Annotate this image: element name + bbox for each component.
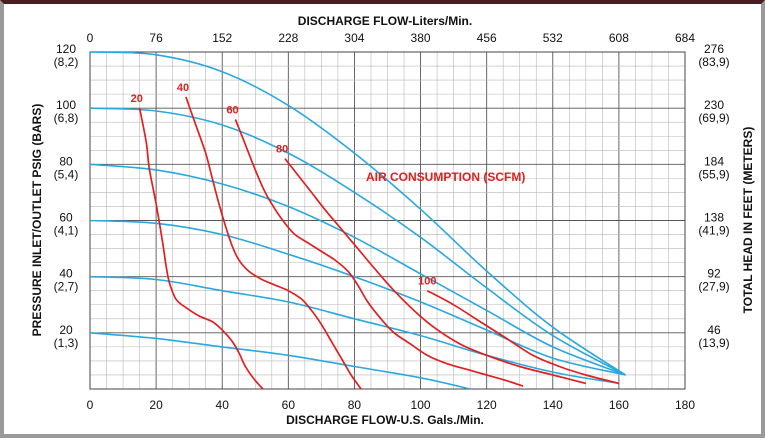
pressure-curve-5 (90, 275, 620, 385)
left-tick-sublabel: (4,1) (54, 224, 79, 238)
bottom-tick-label: 180 (675, 398, 695, 412)
grid (89, 51, 686, 390)
air-curve-60 (234, 119, 524, 388)
top-tick-label: 0 (87, 31, 94, 45)
left-tick-label: 80 (59, 154, 73, 168)
left-tick-sublabel: (1,3) (54, 336, 79, 350)
right-tick-sublabel: (55,9) (698, 167, 729, 181)
chart-svg: 20 40 60 80 100 0 20 40 60 80 100 120 140 160 180 0 76 15… (30, 14, 755, 427)
right-tick-label: 184 (704, 154, 724, 168)
pressure-curve-3 (90, 163, 626, 376)
top-tick-label: 380 (411, 31, 431, 45)
air-curve-40 (185, 96, 362, 389)
right-tick-sublabel: (41,9) (698, 224, 729, 238)
pressure-curve-1 (90, 52, 626, 376)
pressure-curve-2 (90, 107, 626, 376)
right-axis-title: TOTAL HEAD IN FEET (METERS) (741, 127, 755, 314)
top-tick-label: 304 (344, 31, 364, 45)
air-consumption-label: AIR CONSUMPTION (SCFM) (366, 170, 525, 184)
bottom-tick-label: 40 (216, 398, 230, 412)
left-tick-label: 40 (59, 267, 73, 281)
air-curve-label-20: 20 (131, 93, 143, 105)
pressure-curves (90, 52, 626, 389)
top-tick-label: 608 (609, 31, 629, 45)
right-tick-sublabel: (13,9) (698, 336, 729, 350)
tick-labels: 20 40 60 80 100 0 20 40 60 80 100 120 140 160 180 0 76 15… (54, 31, 730, 412)
top-tick-label: 228 (278, 31, 298, 45)
right-tick-label: 46 (707, 323, 721, 337)
air-curve-80 (284, 158, 587, 385)
air-curve-label-60: 60 (226, 104, 238, 116)
top-tick-label: 76 (149, 31, 163, 45)
air-curve-label-80: 80 (276, 144, 288, 156)
pressure-curve-6 (90, 332, 471, 389)
bottom-axis-title: DISCHARGE FLOW-U.S. Gals./Min. (286, 413, 484, 427)
left-tick-label: 100 (56, 98, 76, 112)
right-tick-sublabel: (27,9) (698, 280, 729, 294)
right-tick-label: 138 (704, 211, 724, 225)
top-axis-title: DISCHARGE FLOW-Liters/Min. (298, 14, 472, 28)
bottom-tick-label: 160 (609, 398, 629, 412)
top-tick-label: 684 (675, 31, 695, 45)
right-tick-sublabel: (69,9) (698, 111, 729, 125)
left-tick-sublabel: (6,8) (54, 111, 79, 125)
top-tick-label: 456 (477, 31, 497, 45)
air-curve-label-100: 100 (418, 276, 436, 288)
left-axis-title: PRESSURE INLET/OUTLET PSIG (BARS) (30, 104, 44, 337)
left-tick-label: 20 (59, 323, 73, 337)
top-tick-label: 532 (543, 31, 563, 45)
left-tick-label: 120 (56, 42, 76, 56)
air-consumption-curves (138, 96, 620, 389)
bottom-tick-label: 140 (543, 398, 563, 412)
bottom-tick-label: 100 (411, 398, 431, 412)
pressure-curve-4 (90, 219, 626, 376)
bottom-tick-label: 80 (348, 398, 362, 412)
left-tick-label: 60 (59, 211, 73, 225)
bottom-tick-label: 0 (87, 398, 94, 412)
top-tick-label: 152 (212, 31, 232, 45)
bottom-tick-label: 60 (282, 398, 296, 412)
right-tick-label: 92 (707, 267, 721, 281)
left-tick-sublabel: (5,4) (54, 167, 79, 181)
air-curve-label-40: 40 (177, 82, 189, 94)
left-tick-sublabel: (8,2) (54, 55, 79, 69)
bottom-tick-label: 120 (477, 398, 497, 412)
bottom-tick-label: 20 (149, 398, 163, 412)
air-curve-100 (426, 289, 620, 385)
right-tick-label: 230 (704, 98, 724, 112)
right-tick-sublabel: (83,9) (698, 55, 729, 69)
right-tick-label: 276 (704, 42, 724, 56)
left-tick-sublabel: (2,7) (54, 280, 79, 294)
air-curve-20 (138, 108, 265, 389)
